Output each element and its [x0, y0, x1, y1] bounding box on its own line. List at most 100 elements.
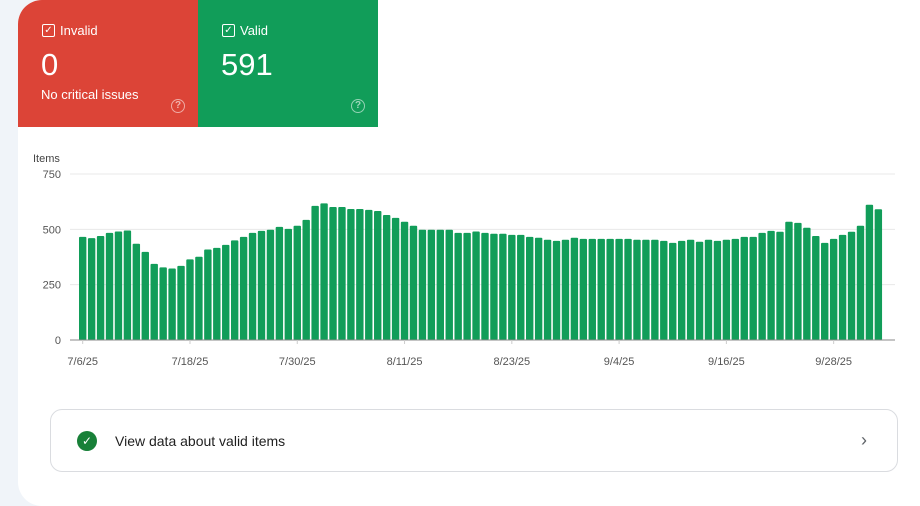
bar: [794, 222, 802, 340]
bar: [588, 238, 596, 340]
bar: [481, 232, 489, 340]
invalid-tile[interactable]: ✓ Invalid 0 No critical issues ?: [18, 0, 198, 127]
bar: [847, 231, 856, 340]
y-tick-label: 750: [43, 169, 61, 181]
bar: [499, 233, 507, 340]
bar: [374, 210, 382, 340]
bar: [284, 228, 293, 340]
bar: [391, 217, 400, 340]
bar: [579, 238, 588, 340]
bar: [704, 239, 713, 340]
bar: [829, 238, 838, 340]
tile-label: Invalid: [60, 23, 98, 38]
bar: [606, 238, 614, 340]
bar: [686, 239, 695, 340]
bar: [150, 263, 158, 340]
valid-tile[interactable]: ✓ Valid 591 ?: [198, 0, 378, 127]
bar: [740, 236, 748, 340]
bar: [418, 229, 427, 340]
y-tick-label: 0: [55, 335, 61, 347]
bar: [463, 232, 471, 340]
bar: [838, 234, 847, 340]
bar: [445, 229, 453, 340]
bar: [409, 225, 418, 340]
bar: [96, 235, 105, 340]
bar: [561, 239, 570, 340]
items-bar-chart: Items 0 250 500 750 7/6/25 7/18/25 7/30/25 8/11/…: [33, 153, 895, 368]
bar: [749, 236, 757, 340]
valid-count: 591: [221, 47, 273, 82]
bar: [382, 214, 391, 340]
bar: [785, 221, 793, 340]
bar: [400, 221, 409, 340]
bar: [302, 219, 310, 340]
x-tick-label: 7/30/25: [279, 356, 316, 368]
bar: [543, 239, 552, 340]
bar: [213, 247, 221, 340]
bar: [356, 208, 364, 340]
bar: [660, 240, 668, 340]
bar: [552, 240, 561, 340]
bar: [669, 242, 677, 340]
bar: [105, 232, 114, 340]
x-tick-label: 9/16/25: [708, 356, 745, 368]
x-tick-label: 7/18/25: [172, 356, 209, 368]
y-tick-label: 250: [43, 280, 61, 292]
bar: [534, 237, 543, 340]
x-tick-label: 9/4/25: [604, 356, 635, 368]
bar: [651, 239, 659, 340]
bar: [311, 205, 319, 340]
check-circle-icon: ✓: [77, 430, 97, 451]
bar: [248, 232, 257, 340]
bar: [427, 229, 436, 340]
bar: [677, 240, 686, 340]
bar: [159, 267, 167, 340]
bar: [204, 249, 212, 340]
link-label: View data about valid items: [115, 432, 286, 449]
bar: [633, 239, 641, 340]
bar: [570, 237, 579, 340]
bar: [293, 225, 301, 340]
bar: [79, 236, 87, 340]
bar: [329, 206, 337, 340]
bar: [186, 259, 194, 340]
checkbox-icon[interactable]: ✓: [222, 24, 235, 37]
help-icon[interactable]: ?: [171, 99, 185, 113]
checkbox-icon[interactable]: ✓: [42, 24, 55, 37]
bar: [642, 239, 650, 340]
bar: [874, 209, 883, 340]
bar: [320, 203, 328, 340]
bar: [222, 244, 230, 340]
bar: [114, 231, 123, 340]
view-valid-items-link[interactable]: ✓ View data about valid items ›: [50, 409, 898, 472]
bar: [123, 230, 132, 340]
invalid-subtext: No critical issues: [41, 87, 139, 102]
tile-label: Valid: [240, 23, 268, 38]
bar: [365, 209, 373, 340]
bar: [490, 233, 498, 340]
bar: [177, 265, 185, 340]
bar: [239, 236, 248, 340]
x-tick-label: 8/23/25: [493, 356, 530, 368]
bar: [87, 238, 96, 340]
bar: [266, 229, 275, 340]
bar: [803, 227, 811, 340]
bar: [758, 232, 766, 340]
bar: [508, 234, 516, 340]
bar: [624, 238, 632, 340]
bar: [168, 268, 176, 340]
x-tick-label: 9/28/25: [815, 356, 852, 368]
bar: [338, 206, 346, 340]
help-icon[interactable]: ?: [351, 99, 365, 113]
bar: [856, 225, 865, 340]
invalid-count: 0: [41, 47, 59, 82]
chevron-right-icon: ›: [861, 430, 867, 450]
report-card: ✓ Invalid 0 No critical issues ? ✓ Valid 5…: [18, 0, 920, 506]
x-tick-label: 7/6/25: [67, 356, 98, 368]
bar: [821, 242, 829, 340]
x-tick-label: 8/11/25: [387, 356, 423, 368]
bar: [776, 231, 784, 340]
bar: [615, 238, 623, 340]
bar: [257, 230, 266, 340]
bar: [454, 232, 462, 340]
